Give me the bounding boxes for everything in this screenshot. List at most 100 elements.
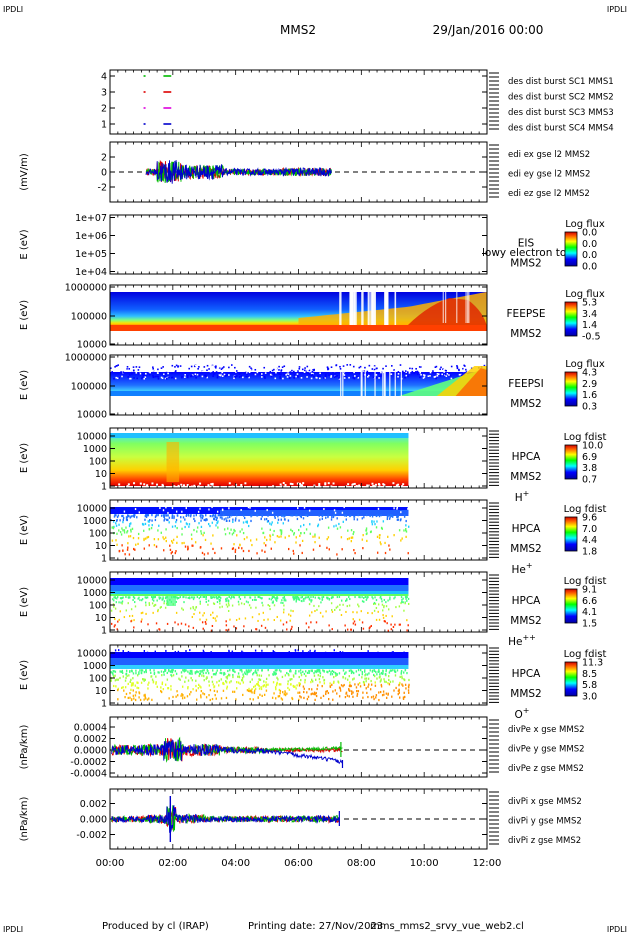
y-tick-label: 2 <box>101 104 107 115</box>
burst-mark <box>143 75 146 77</box>
y-tick-label: 10 <box>95 613 107 624</box>
colorbar-tick-label: 0.7 <box>582 475 597 486</box>
y-tick-label: 100 <box>89 529 107 540</box>
y-axis-label: E (eV) <box>19 300 30 330</box>
spectrogram <box>110 292 487 331</box>
colorbar-tick-label: 0.0 <box>582 262 597 273</box>
burst-mark <box>163 75 172 77</box>
footer-produced-by: Produced by cl (IRAP) <box>102 921 209 932</box>
legend-entry: des dist burst SC1 MMS1 <box>508 77 614 87</box>
series-line-z <box>145 160 332 184</box>
y-axis-label: E (eV) <box>19 587 30 617</box>
spacecraft-label: MMS2 <box>510 328 541 340</box>
y-tick-label: 10000 <box>77 504 107 515</box>
legend-entry: divPe z gse MMS2 <box>508 764 584 774</box>
spectrogram <box>110 433 409 488</box>
y-tick-label: 1000000 <box>65 353 107 364</box>
species-label: H+ <box>515 489 530 504</box>
x-tick-label: 10:00 <box>410 858 439 869</box>
legend-entry: edi ez gse l2 MMS2 <box>508 189 590 199</box>
y-axis-label: E (eV) <box>19 370 30 400</box>
panel-feepse: 1000000 100000 10000 E (eV) FEEPSE MMS2 Log fl… <box>19 283 605 351</box>
colorbar-title: Log flux <box>565 219 605 230</box>
y-tick-label: 100000 <box>71 382 107 393</box>
panel-feepsi: 1000000 100000 10000 E (eV) FEEPSI MMS2 Log fl… <box>19 353 605 421</box>
colorbar <box>564 516 578 552</box>
y-tick-label: 1 <box>101 626 107 637</box>
colorbar-tick-label: 7.0 <box>582 524 597 535</box>
corner-label-bottom-left: IPDLI <box>3 925 23 934</box>
y-tick-label: -2 <box>98 183 107 194</box>
burst-mark <box>163 91 172 93</box>
figure-title: MMS2 <box>280 23 316 37</box>
burst-mark <box>163 107 172 109</box>
series-line-x <box>111 738 343 762</box>
x-tick-label: 12:00 <box>473 858 502 869</box>
corner-label-top-left: IPDLI <box>3 5 23 14</box>
spectrogram <box>110 649 410 702</box>
y-tick-label: 3 <box>101 88 107 99</box>
spacecraft-label: MMS2 <box>510 688 541 700</box>
legend-entry: des dist burst SC2 MMS2 <box>508 93 614 103</box>
spacecraft-label: MMS2 <box>510 543 541 555</box>
legend-entry: divPe x gse MMS2 <box>508 725 585 735</box>
instrument-label: FEEPSI <box>508 378 543 390</box>
legend-entry: divPi x gse MMS2 <box>508 797 582 807</box>
y-tick-label: 10 <box>95 541 107 552</box>
colorbar-tick-label: 9.1 <box>582 585 597 596</box>
y-tick-label: 0 <box>101 168 107 179</box>
colorbar-tick-label: 1.8 <box>582 547 597 558</box>
legend-entry: des dist burst SC3 MMS3 <box>508 108 614 118</box>
series-line-z <box>111 804 340 833</box>
y-tick-label: 10000 <box>77 410 107 421</box>
corner-label-bottom-right: IPDLI <box>607 925 627 934</box>
y-tick-label: 1 <box>101 120 107 131</box>
colorbar <box>564 444 578 480</box>
y-axis-label: (nPa/km) <box>19 797 30 842</box>
y-axis-label: E (eV) <box>19 515 30 545</box>
y-axis-label: E (eV) <box>19 660 30 690</box>
legend-entry: divPe y gse MMS2 <box>508 745 585 755</box>
y-tick-label: 0.0000 <box>74 746 107 757</box>
y-axis-label: (nPa/km) <box>19 725 30 770</box>
colorbar-tick-label: 8.5 <box>582 669 597 680</box>
y-tick-label: 0.002 <box>80 799 107 810</box>
y-axis-label: (mV/m) <box>19 153 30 191</box>
colorbar-tick-label: -0.5 <box>582 332 601 343</box>
colorbar-tick-label: 5.3 <box>582 298 597 309</box>
y-tick-label: -0.002 <box>76 830 107 841</box>
footer-printing-date: Printing date: 27/Nov/2023 <box>248 921 383 932</box>
colorbar-tick-label: 1.5 <box>582 619 597 630</box>
legend-entry: divPi y gse MMS2 <box>508 817 582 827</box>
y-tick-label: 0.0004 <box>74 723 107 734</box>
instrument-label: HPCA <box>512 451 542 463</box>
y-tick-label: 10 <box>95 686 107 697</box>
panel-divpi: 0.002 0.000 -0.002 divPi x gse MMS2 divPi y … <box>19 788 582 850</box>
colorbar-title: Log flux <box>565 359 605 370</box>
instrument-label: HPCA <box>512 595 542 607</box>
colorbar-title: Log fdist <box>564 576 607 587</box>
spacecraft-label: MMS2 <box>510 471 541 483</box>
overlay-label: lowy electron to <box>482 247 566 259</box>
y-tick-label: 10 <box>95 469 107 480</box>
x-tick-label: 08:00 <box>347 858 376 869</box>
colorbar-tick-label: 3.4 <box>582 309 597 320</box>
colorbar-tick-label: 0.0 <box>582 250 597 261</box>
x-tick-label: 04:00 <box>221 858 250 869</box>
colorbar-title: Log flux <box>565 289 605 300</box>
corner-label-top-right: IPDLI <box>607 5 627 14</box>
footer-file-name: mms_mms2_srvy_vue_web2.cl <box>370 921 524 932</box>
y-tick-label: 1000000 <box>65 283 107 294</box>
y-tick-label: 100 <box>89 601 107 612</box>
colorbar-tick-label: 6.6 <box>582 596 597 607</box>
species-label: He+ <box>511 561 532 576</box>
y-tick-label: -0.0002 <box>70 757 107 768</box>
y-tick-label: 10000 <box>77 432 107 443</box>
y-axis-label: E (eV) <box>19 229 30 259</box>
y-tick-label: 2 <box>101 153 107 164</box>
y-tick-label: 1 <box>101 699 107 710</box>
burst-mark <box>143 91 146 93</box>
